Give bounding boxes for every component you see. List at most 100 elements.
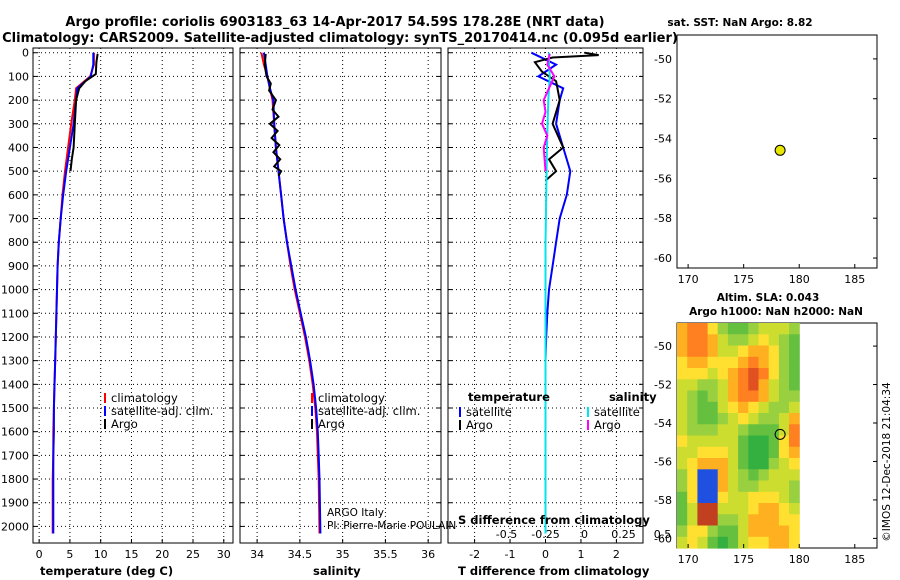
pi-annotation: PI: Pierre-Marie POULAIN	[327, 520, 456, 532]
sla-heatmap-cell	[778, 536, 790, 549]
sla-heatmap-cell	[677, 345, 688, 358]
sla-heatmap-cell	[748, 379, 760, 392]
sla-heatmap-cell	[738, 503, 749, 515]
sla-heatmap-cell	[677, 458, 688, 470]
figure-title-line1: Argo profile: coriolis 6903183_63 14-Apr…	[65, 15, 604, 30]
depth-tick-label: 500	[8, 165, 29, 178]
sst-xtick-label: 170	[678, 273, 699, 286]
sla-heatmap-cell	[707, 480, 719, 493]
sla-heatmap-cell	[768, 491, 780, 504]
sla-heatmap-cell	[789, 379, 800, 392]
temp-legend-label: Argo	[111, 417, 138, 431]
diff-series-salinity-satellite	[544, 52, 551, 534]
difference-profile-panel: -2 -1 0 1 2 -0.5 -0.25 0 0.25 0.5 temperature salin…	[447, 47, 671, 561]
sla-heatmap-cell	[768, 345, 780, 358]
sla-heatmap-cell	[727, 435, 739, 448]
sla-heatmap-cell	[758, 379, 770, 392]
sla-heatmap-cell	[727, 525, 739, 538]
sla-xtick-label: 170	[678, 553, 699, 566]
s-diff-tick-label: -0.25	[531, 528, 559, 541]
sla-heatmap-cell	[707, 356, 719, 369]
sla-heatmap-cell	[687, 536, 698, 549]
sla-heatmap-cell	[677, 514, 688, 527]
temp-legend-label: satellite-adj. clim.	[111, 404, 213, 418]
temp-legend-label: climatology	[111, 391, 178, 405]
diff-legend-temperature-title: temperature	[468, 390, 550, 404]
depth-tick-label: 1700	[1, 449, 29, 462]
sla-heatmap-cell	[717, 390, 729, 403]
sla-heatmap-cell	[748, 368, 760, 380]
sla-heatmap-cell	[778, 424, 790, 437]
sal-legend-label: satellite-adj. clim.	[318, 404, 420, 418]
sla-ytick-label: -50	[654, 340, 672, 353]
sla-heatmap-cell	[778, 491, 790, 504]
sla-heatmap-cell	[727, 368, 739, 380]
sst-argo-point	[774, 144, 786, 156]
sla-heatmap-cell	[789, 446, 800, 459]
sla-heatmap-cell	[758, 345, 770, 358]
sla-heatmap-cell	[697, 356, 709, 369]
sla-heatmap-cell	[758, 356, 770, 369]
sla-heatmap-cell	[768, 424, 780, 437]
depth-tick-label: 0	[22, 47, 29, 60]
sla-heatmap-cell	[789, 480, 800, 493]
sla-heatmap-cell	[758, 368, 770, 380]
sla-heatmap-cell	[748, 390, 760, 403]
diff-xtick-label: 1	[577, 548, 584, 561]
sla-heatmap-cell	[789, 469, 800, 482]
sla-heatmap-cell	[707, 345, 719, 358]
sla-heatmap-cell	[727, 334, 739, 347]
sla-heatmap-cell	[748, 356, 760, 369]
sla-heatmap-cell	[687, 480, 698, 493]
sla-heatmap-cell	[727, 424, 739, 437]
sla-heatmap-cell	[738, 514, 749, 527]
sla-heatmap-cell	[707, 390, 719, 403]
sla-heatmap-cell	[677, 480, 688, 493]
sla-heatmap-cell	[717, 503, 729, 515]
sla-heatmap-cell	[758, 491, 770, 504]
sla-heatmap-cell	[677, 503, 688, 515]
sla-heatmap-cell	[778, 503, 790, 515]
diff-xtick-label: -2	[469, 548, 480, 561]
t-difference-axis-label: T difference from climatology	[458, 564, 650, 578]
sla-heatmap-cell	[748, 413, 760, 425]
depth-tick-label: 700	[8, 213, 29, 226]
sst-ytick-label: -54	[654, 133, 672, 146]
sla-heatmap-cell	[748, 469, 760, 482]
sla-heatmap-cell	[717, 345, 729, 358]
sla-heatmap-cell	[717, 446, 729, 459]
sla-heatmap-cell	[717, 334, 729, 347]
sla-heatmap-cell	[717, 379, 729, 392]
sla-heatmap-cell	[677, 536, 688, 549]
temp-xtick-label: 30	[217, 548, 231, 561]
sla-heatmap-cell	[778, 446, 790, 459]
sst-ytick-label: -56	[654, 172, 672, 185]
sla-heatmap-cell	[748, 536, 760, 549]
figure-title-line2: Climatology: CARS2009. Satellite-adjuste…	[2, 31, 678, 46]
sla-heatmap-cell	[677, 379, 688, 392]
depth-tick-label: 1800	[1, 473, 29, 486]
sla-heatmap-cell	[687, 446, 698, 459]
sal-xtick-label: 36	[421, 548, 435, 561]
sla-heatmap-cell	[738, 446, 749, 459]
sal-xtick-label: 34	[250, 548, 264, 561]
sla-heatmap-cell	[727, 514, 739, 527]
sla-heatmap-cell	[687, 503, 698, 515]
sla-heatmap-cell	[778, 379, 790, 392]
temp-xtick-label: 25	[186, 548, 200, 561]
sla-heatmap-cell	[789, 334, 800, 347]
sla-heatmap-cell	[738, 368, 749, 380]
sst-map-title: sat. SST: NaN Argo: 8.82	[667, 17, 812, 29]
depth-tick-label: 200	[8, 94, 29, 107]
sla-ytick-label: -54	[654, 417, 672, 430]
sla-heatmap-cell	[687, 469, 698, 482]
sla-heatmap-cell	[697, 458, 709, 470]
sla-heatmap-cell	[717, 413, 729, 425]
sla-heatmap-cell	[748, 503, 760, 515]
depth-tick-label: 1400	[1, 378, 29, 391]
sla-heatmap-cell	[738, 536, 749, 549]
sla-heatmap-cell	[707, 424, 719, 437]
sla-heatmap-cell	[687, 390, 698, 403]
sla-heatmap-cell	[738, 356, 749, 369]
sla-heatmap-cell	[768, 379, 780, 392]
